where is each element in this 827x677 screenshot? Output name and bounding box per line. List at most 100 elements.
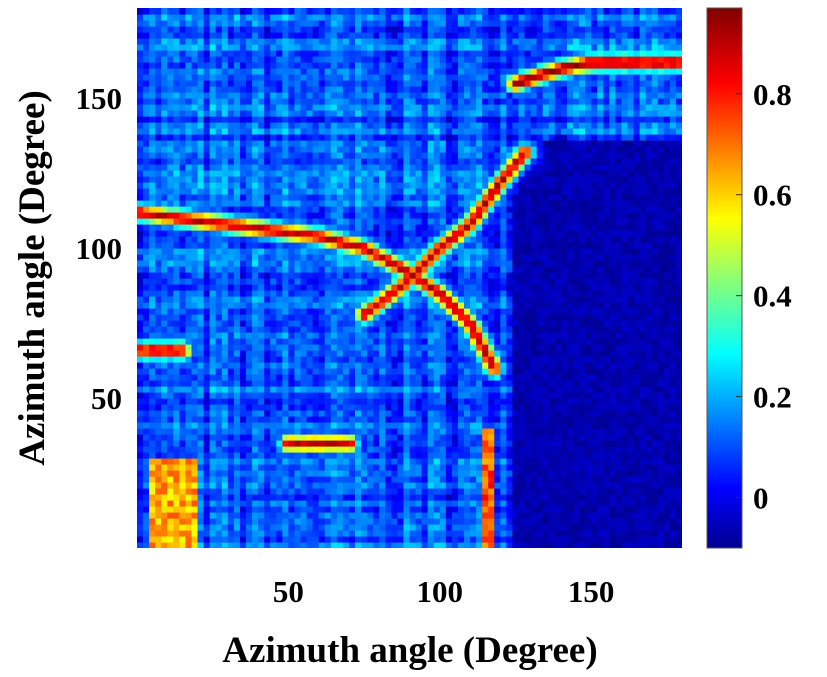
heatmap-cell xyxy=(421,482,429,489)
heatmap-cell xyxy=(367,458,374,465)
heatmap-cell xyxy=(433,386,441,393)
heatmap-cell xyxy=(227,68,235,75)
heatmap-cell xyxy=(215,158,223,165)
heatmap-cell xyxy=(270,20,277,27)
heatmap-cell xyxy=(209,212,217,219)
heatmap-cell xyxy=(348,230,356,237)
heatmap-cell xyxy=(300,200,308,207)
heatmap-cell xyxy=(457,512,465,519)
heatmap-cell xyxy=(288,266,296,273)
heatmap-cell xyxy=(173,266,180,273)
heatmap-cell xyxy=(312,446,320,453)
heatmap-cell xyxy=(294,320,302,327)
heatmap-cell xyxy=(306,122,314,129)
heatmap-cell xyxy=(361,386,368,393)
heatmap-cell xyxy=(300,452,308,459)
heatmap-cell xyxy=(239,50,247,57)
heatmap-cell xyxy=(149,110,156,117)
heatmap-cell xyxy=(282,242,289,249)
heatmap-cell xyxy=(427,164,435,171)
heatmap-cell xyxy=(348,392,356,399)
heatmap-cell xyxy=(348,512,356,519)
heatmap-cell xyxy=(270,260,277,267)
heatmap-cell xyxy=(457,308,465,315)
heatmap-cell xyxy=(318,218,326,225)
heatmap-cell xyxy=(258,518,265,525)
heatmap-cell xyxy=(276,110,283,117)
heatmap-cell xyxy=(258,416,265,423)
heatmap-cell xyxy=(367,122,374,129)
heatmap-cell xyxy=(397,224,405,231)
heatmap-cell xyxy=(433,440,441,447)
heatmap-cell xyxy=(252,410,259,417)
heatmap-cell xyxy=(239,110,247,117)
heatmap-cell xyxy=(191,494,199,501)
heatmap-cell xyxy=(203,536,211,543)
heatmap-cell xyxy=(173,62,180,69)
heatmap-cell xyxy=(445,80,453,87)
heatmap-cell xyxy=(330,398,338,405)
heatmap-cell xyxy=(227,320,235,327)
heatmap-cell xyxy=(324,44,332,51)
heatmap-cell xyxy=(215,122,223,129)
heatmap-cell xyxy=(464,470,471,477)
heatmap-cell xyxy=(306,296,314,303)
heatmap-cell xyxy=(233,104,241,111)
heatmap-cell xyxy=(391,368,398,375)
heatmap-cell xyxy=(415,266,423,273)
heatmap-cell xyxy=(221,362,229,369)
heatmap-cell xyxy=(336,44,344,51)
heatmap-cell xyxy=(385,128,392,135)
heatmap-cell xyxy=(137,212,144,219)
heatmap-cell xyxy=(276,260,283,267)
heatmap-cell xyxy=(143,248,150,255)
heatmap-cell xyxy=(330,98,338,105)
heatmap-cell xyxy=(215,62,223,69)
heatmap-cell xyxy=(324,170,332,177)
heatmap-cell xyxy=(191,506,199,513)
heatmap-cell xyxy=(173,356,180,363)
heatmap-cell xyxy=(324,434,332,441)
heatmap-cell xyxy=(185,212,193,219)
heatmap-cell xyxy=(391,272,398,279)
heatmap-cell xyxy=(457,476,465,483)
heatmap-cell xyxy=(403,440,411,447)
heatmap-cell xyxy=(209,356,217,363)
heatmap-cell xyxy=(385,146,392,153)
heatmap-cell xyxy=(282,224,289,231)
heatmap-cell xyxy=(318,434,326,441)
heatmap-cell xyxy=(348,284,356,291)
heatmap-cell xyxy=(179,278,187,285)
heatmap-cell xyxy=(167,386,174,393)
heatmap-cell xyxy=(373,272,380,279)
heatmap-cell xyxy=(191,206,199,213)
heatmap-cell xyxy=(415,122,423,129)
heatmap-cell xyxy=(167,236,174,243)
heatmap-cell xyxy=(209,446,217,453)
heatmap-cell xyxy=(415,14,423,21)
heatmap-cell xyxy=(300,332,308,339)
heatmap-cell xyxy=(464,332,471,339)
heatmap-cell xyxy=(149,458,156,465)
heatmap-cell xyxy=(427,356,435,363)
heatmap-cell xyxy=(197,62,205,69)
heatmap-cell xyxy=(149,494,156,501)
heatmap-cell xyxy=(173,212,180,219)
heatmap-cell xyxy=(403,494,411,501)
heatmap-cell xyxy=(342,440,350,447)
heatmap-cell xyxy=(464,458,471,465)
heatmap-cell xyxy=(264,302,271,309)
heatmap-cell xyxy=(155,470,162,477)
heatmap-cell xyxy=(312,128,320,135)
heatmap-cell xyxy=(433,296,441,303)
heatmap-cell xyxy=(361,272,368,279)
heatmap-cell xyxy=(197,158,205,165)
heatmap-cell xyxy=(197,392,205,399)
heatmap-cell xyxy=(403,278,411,285)
heatmap-cell xyxy=(246,518,253,525)
heatmap-cell xyxy=(227,194,235,201)
heatmap-cell xyxy=(367,470,374,477)
heatmap-cell xyxy=(439,248,447,255)
heatmap-cell xyxy=(330,230,338,237)
heatmap-cell xyxy=(233,404,241,411)
